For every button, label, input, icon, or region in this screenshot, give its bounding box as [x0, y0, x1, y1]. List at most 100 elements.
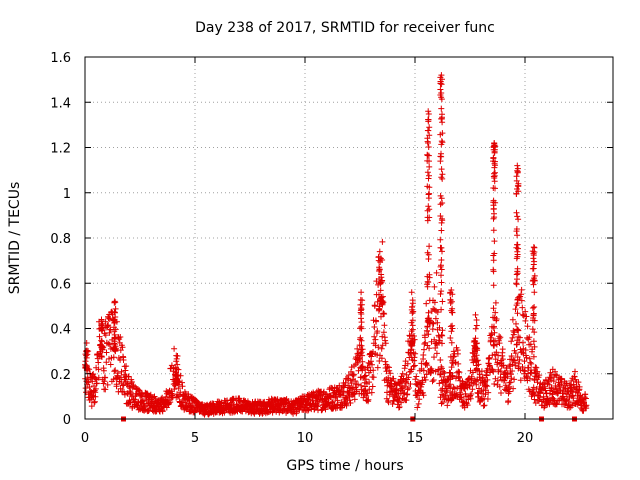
data-point: [439, 175, 446, 182]
data-point: [514, 270, 521, 277]
y-tick-label: 1: [63, 187, 71, 202]
data-point: [531, 272, 538, 279]
data-point: [480, 402, 487, 409]
data-point: [413, 373, 420, 380]
data-point: [437, 371, 443, 378]
data-point: [405, 374, 412, 381]
data-point: [357, 307, 364, 314]
data-point: [398, 399, 405, 406]
data-point: [553, 401, 560, 408]
data-point: [433, 269, 440, 276]
data-point: [106, 315, 113, 322]
data-point: [420, 392, 427, 399]
data-point: [433, 350, 440, 357]
data-point: [399, 370, 406, 377]
data-point: [95, 366, 102, 373]
data-point: [112, 367, 119, 374]
data-point: [527, 341, 534, 348]
data-point: [515, 294, 522, 301]
data-point: [506, 363, 513, 370]
data-point: [492, 309, 499, 316]
data-point: [389, 401, 396, 407]
data-point: [514, 241, 521, 248]
data-point: [449, 359, 456, 366]
data-point: [489, 352, 496, 359]
data-point: [412, 376, 419, 383]
data-point: [523, 313, 530, 320]
data-point: [483, 382, 489, 389]
data-point: [439, 340, 445, 347]
data-point: [570, 395, 577, 402]
data-point: [438, 227, 445, 234]
data-point: [515, 216, 522, 223]
data-point: [403, 380, 410, 386]
data-point: [385, 399, 392, 406]
data-point: [431, 299, 438, 306]
data-point: [409, 338, 416, 345]
data-point: [522, 347, 529, 353]
data-point: [120, 357, 127, 363]
data-point: [447, 335, 454, 341]
y-tick-label: 0.6: [50, 277, 71, 292]
data-point: [119, 344, 126, 351]
data-point: [493, 349, 500, 356]
data-point: [514, 326, 521, 333]
data-point: [454, 385, 461, 392]
data-point: [577, 392, 584, 399]
data-point: [378, 313, 384, 320]
data-point: [437, 357, 444, 363]
data-point: [534, 368, 541, 375]
data-point: [444, 389, 450, 396]
data-point: [404, 360, 411, 367]
data-point: [92, 393, 99, 400]
data-point: [528, 360, 535, 367]
data-point: [468, 373, 475, 380]
data-point: [86, 384, 93, 390]
data-point: [369, 361, 375, 368]
data-point: [519, 304, 526, 311]
data-point: [409, 310, 416, 317]
data-point: [429, 367, 435, 374]
data-point: [521, 358, 528, 365]
data-point: [174, 393, 181, 400]
y-tick-label: 0: [63, 413, 71, 428]
data-point: [492, 356, 499, 363]
data-point: [96, 333, 103, 340]
data-point: [529, 278, 536, 284]
data-point: [571, 373, 578, 380]
data-point: [355, 381, 361, 388]
data-point: [106, 329, 113, 336]
data-point: [438, 72, 445, 79]
data-point: [106, 341, 113, 348]
data-point: [491, 178, 498, 185]
data-point: [366, 386, 373, 393]
data-point: [512, 362, 519, 369]
data-point: [425, 331, 432, 338]
data-point: [371, 333, 378, 340]
data-point: [484, 396, 491, 402]
data-point: [486, 363, 493, 370]
data-point: [434, 319, 441, 326]
data-point: [514, 162, 521, 169]
data-point: [111, 340, 118, 347]
data-point: [331, 402, 338, 408]
data-point: [88, 396, 94, 403]
data-point: [350, 371, 357, 378]
data-point: [447, 300, 454, 306]
data-point: [426, 124, 433, 131]
data-point: [531, 244, 538, 251]
data-point: [102, 386, 109, 393]
data-point: [438, 219, 445, 226]
data-point: [424, 135, 431, 142]
data-point: [513, 209, 520, 216]
data-point: [105, 340, 112, 347]
x-tick-label: 20: [517, 431, 534, 446]
data-point: [425, 127, 432, 134]
x-tick-label: 0: [81, 431, 89, 446]
data-point: [455, 360, 462, 367]
y-tick-label: 1.4: [50, 96, 71, 111]
data-point: [374, 328, 381, 335]
data-point: [411, 362, 418, 369]
data-point: [530, 244, 537, 251]
data-point: [426, 319, 433, 326]
